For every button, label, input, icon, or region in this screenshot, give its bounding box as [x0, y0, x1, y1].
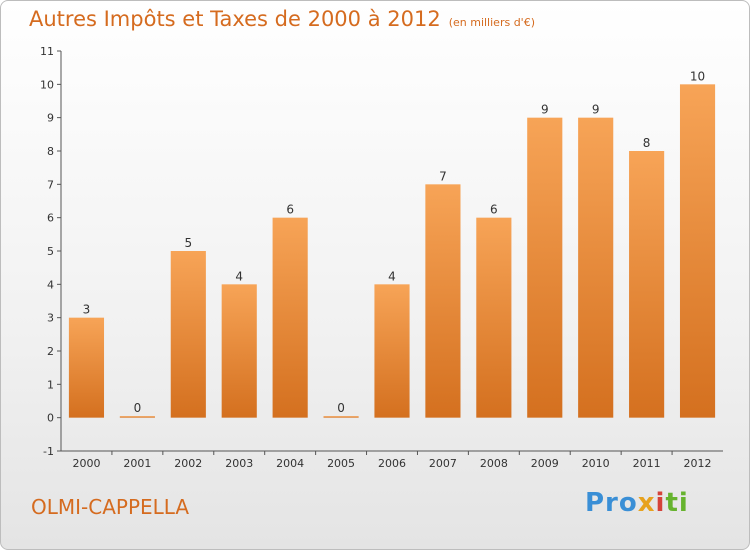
y-tick-label: -1	[43, 445, 54, 458]
x-tick-label-2008: 2008	[480, 457, 508, 470]
bar-2012	[679, 84, 716, 418]
bar-2000	[68, 317, 105, 418]
x-tick-label-2004: 2004	[276, 457, 304, 470]
x-tick-label-2002: 2002	[174, 457, 202, 470]
bar-2010	[578, 117, 614, 418]
data-label-2011: 8	[643, 136, 651, 150]
bar-2004	[272, 217, 308, 418]
data-label-2003: 4	[235, 269, 243, 283]
chart-title-text: Autres Impôts et Taxes de 2000 à 2012	[29, 7, 441, 31]
y-tick-label: 9	[47, 112, 54, 125]
bar-2011	[629, 151, 665, 418]
data-label-2007: 7	[439, 169, 447, 183]
bar-2006	[374, 284, 410, 418]
x-tick-label-2001: 2001	[123, 457, 151, 470]
data-label-2010: 9	[592, 103, 600, 117]
y-tick-label: 8	[47, 145, 54, 158]
y-tick-label: 5	[47, 245, 54, 258]
bar-2009	[527, 117, 563, 418]
commune-name: OLMI-CAPPELLA	[31, 495, 190, 519]
data-label-2000: 3	[83, 303, 91, 317]
data-label-2012: 10	[690, 69, 705, 83]
y-tick-label: 7	[47, 178, 54, 191]
logo-part-3: i	[655, 488, 666, 518]
x-tick-label-2009: 2009	[531, 457, 559, 470]
data-label-2002: 5	[184, 236, 192, 250]
y-tick-label: 0	[47, 412, 54, 425]
data-label-2004: 6	[286, 203, 294, 217]
x-tick-label-2000: 2000	[72, 457, 100, 470]
y-tick-label: 10	[40, 78, 54, 91]
x-tick-label-2006: 2006	[378, 457, 406, 470]
x-tick-label-2012: 2012	[684, 457, 712, 470]
y-tick-label: 11	[40, 45, 54, 58]
logo-part-1: Pro	[585, 488, 638, 518]
x-tick-label-2005: 2005	[327, 457, 355, 470]
logo-part-2: x	[637, 488, 656, 518]
x-tick-label-2010: 2010	[582, 457, 610, 470]
x-tick-label-2003: 2003	[225, 457, 253, 470]
bar-2008	[476, 217, 512, 418]
bar-2005	[323, 416, 359, 418]
bar-2002	[170, 251, 206, 418]
bar-2007	[425, 184, 461, 418]
x-tick-label-2007: 2007	[429, 457, 457, 470]
y-tick-label: 3	[47, 312, 54, 325]
bar-2001	[119, 416, 155, 418]
data-label-2006: 4	[388, 269, 396, 283]
data-label-2001: 0	[134, 401, 142, 415]
y-tick-label: 2	[47, 345, 54, 358]
y-tick-label: 1	[47, 378, 54, 391]
data-label-2009: 9	[541, 103, 549, 117]
proxiti-logo: Proxiti	[585, 488, 689, 518]
y-tick-label: 4	[47, 278, 54, 291]
chart-title: Autres Impôts et Taxes de 2000 à 2012 (en…	[29, 7, 535, 31]
chart-subtitle: (en milliers d'€)	[448, 16, 535, 29]
data-label-2008: 6	[490, 203, 498, 217]
x-tick-label-2011: 2011	[633, 457, 661, 470]
data-label-2005: 0	[337, 401, 345, 415]
y-tick-label: 6	[47, 212, 54, 225]
logo-part-4: ti	[665, 488, 689, 518]
bar-2003	[221, 284, 257, 418]
